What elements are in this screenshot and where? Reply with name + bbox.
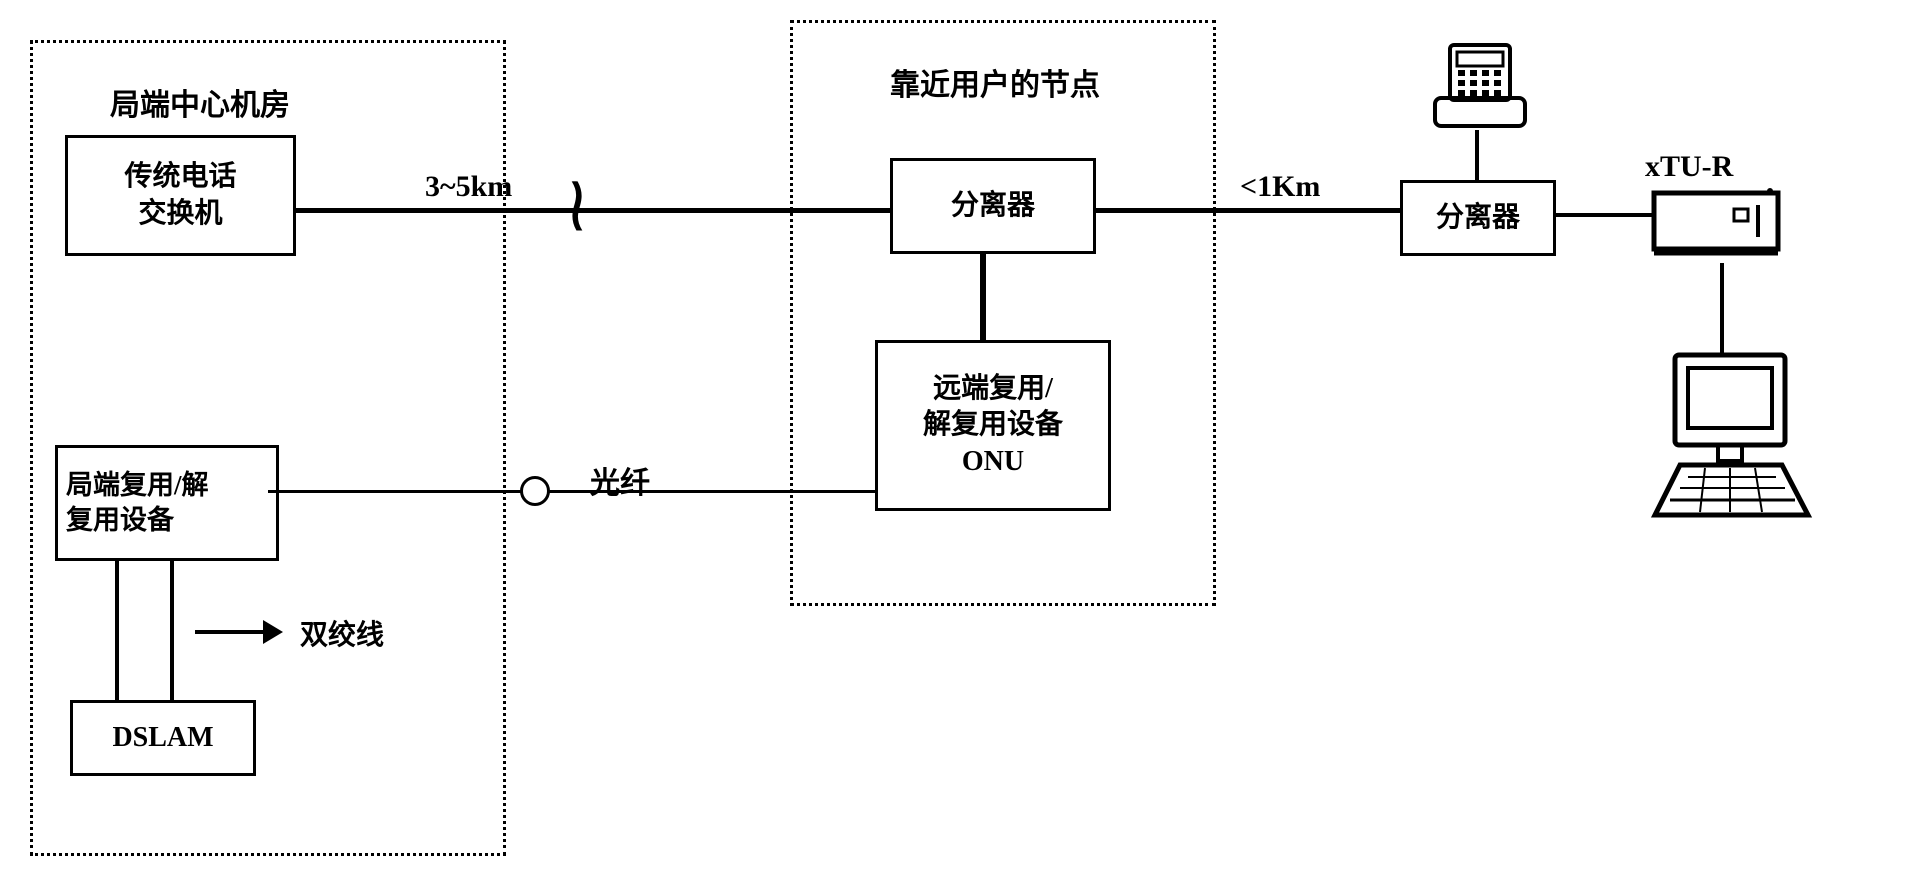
co-mux-line1: 局端复用/解 xyxy=(66,468,209,503)
region-node xyxy=(790,20,1216,606)
onu-line2: 解复用设备 xyxy=(923,407,1063,443)
onu-line3: ONU xyxy=(962,444,1024,480)
region-co-title: 局端中心机房 xyxy=(110,80,290,124)
arrow-twisted-pair xyxy=(195,630,265,634)
label-xtur: xTU-R xyxy=(1645,150,1733,184)
label-lt1km: <1Km xyxy=(1240,170,1320,204)
label-35km: 3~5km xyxy=(425,170,512,204)
line-pstn-to-splitter xyxy=(293,208,890,213)
line-splitter-phone xyxy=(1475,130,1479,180)
cpe-splitter-line1: 分离器 xyxy=(1436,200,1520,236)
line-splitter-xtur xyxy=(1553,213,1653,217)
diagram-canvas: 局端中心机房 传统电话 交换机 局端复用/解 复用设备 DSLAM 双绞线 靠近… xyxy=(20,20,1900,870)
box-cpe-splitter: 分离器 xyxy=(1400,180,1556,256)
pstn-line2: 交换机 xyxy=(138,196,222,232)
xtur-modem-icon xyxy=(1650,185,1790,265)
fiber-joint-icon xyxy=(520,476,550,506)
box-onu: 远端复用/ 解复用设备 ONU xyxy=(875,340,1111,511)
box-pstn-switch: 传统电话 交换机 xyxy=(65,135,296,256)
onu-line1: 远端复用/ xyxy=(933,371,1053,407)
computer-icon xyxy=(1640,350,1820,530)
line-xtur-computer xyxy=(1720,263,1724,353)
box-co-mux: 局端复用/解 复用设备 xyxy=(55,445,279,561)
wavy-break-icon: ≀≀ xyxy=(566,159,568,250)
line-splitter-onu xyxy=(980,251,986,340)
telephone-icon xyxy=(1425,40,1535,135)
label-fiber: 光纤 xyxy=(590,458,650,502)
region-node-title: 靠近用户的节点 xyxy=(890,60,1100,104)
line-comux-dslam-2 xyxy=(170,558,174,700)
line-node-to-cpe xyxy=(1093,208,1400,213)
box-dslam: DSLAM xyxy=(70,700,256,776)
node-splitter-line1: 分离器 xyxy=(951,188,1035,224)
dslam-line1: DSLAM xyxy=(112,720,213,756)
box-node-splitter: 分离器 xyxy=(890,158,1096,254)
co-mux-line2: 复用设备 xyxy=(66,503,174,538)
pstn-line1: 传统电话 xyxy=(124,159,236,195)
line-comux-dslam-1 xyxy=(115,558,119,700)
line-fiber xyxy=(268,490,875,493)
label-twisted-pair: 双绞线 xyxy=(300,613,384,653)
